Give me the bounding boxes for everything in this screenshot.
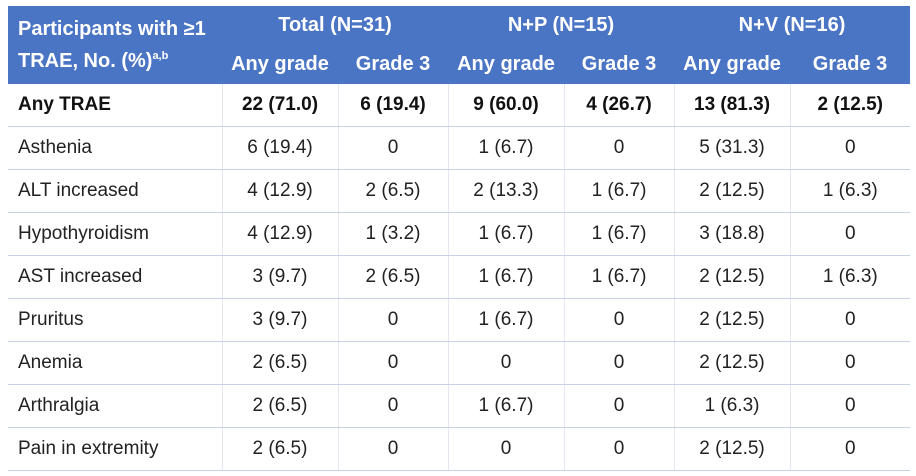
- table-cell: 5 (31.3): [673, 126, 791, 170]
- table-cell: 1 (3.2): [337, 212, 449, 256]
- table-cell: 0: [563, 384, 675, 428]
- corner-header: Participants with ≥1 TRAE, No. (%)a,b: [8, 6, 222, 84]
- table-cell: 6 (19.4): [221, 126, 338, 170]
- row-label: ALT increased: [8, 169, 222, 213]
- group-header-np: N+P (N=15): [448, 6, 675, 44]
- group-header-total: Total (N=31): [222, 6, 449, 44]
- table-cell: 1 (6.7): [563, 255, 675, 299]
- table-cell: 0: [789, 212, 911, 256]
- table-cell: 9 (60.0): [447, 84, 565, 127]
- table-row: ALT increased 4 (12.9) 2 (6.5) 2 (13.3) 1 (6…: [8, 169, 911, 213]
- table-cell: 0: [337, 341, 449, 385]
- row-label: Hypothyroidism: [8, 212, 222, 256]
- table-cell: 4 (26.7): [563, 84, 675, 127]
- subheader-np-g3: Grade 3: [564, 44, 675, 84]
- subheader-nv-any: Any grade: [674, 44, 791, 84]
- table-cell: 1 (6.7): [447, 384, 565, 428]
- table-cell: 3 (9.7): [221, 255, 338, 299]
- table-cell: 2 (12.5): [673, 298, 791, 342]
- table-cell: 1 (6.7): [447, 298, 565, 342]
- table-row: Pain in extremity 2 (6.5) 0 0 0 2 (12.5) 0: [8, 427, 911, 471]
- table-cell: 0: [789, 384, 911, 428]
- table-row: Arthralgia 2 (6.5) 0 1 (6.7) 0 1 (6.3) 0: [8, 384, 911, 428]
- table-cell: 0: [789, 126, 911, 170]
- table-cell: 2 (12.5): [673, 169, 791, 213]
- trae-table: Participants with ≥1 TRAE, No. (%)a,b To…: [8, 6, 911, 471]
- table-cell: 1 (6.3): [789, 255, 911, 299]
- table-row: Anemia 2 (6.5) 0 0 0 2 (12.5) 0: [8, 341, 911, 385]
- table-cell: 1 (6.7): [447, 212, 565, 256]
- row-label: Anemia: [8, 341, 222, 385]
- table-cell: 0: [337, 126, 449, 170]
- row-label: AST increased: [8, 255, 222, 299]
- table-cell: 3 (9.7): [221, 298, 338, 342]
- table-cell: 2 (12.5): [789, 84, 911, 127]
- table-cell: 0: [789, 298, 911, 342]
- table-cell: 2 (12.5): [673, 255, 791, 299]
- table-cell: 22 (71.0): [221, 84, 338, 127]
- table-cell: 0: [789, 427, 911, 471]
- table-cell: 2 (12.5): [673, 341, 791, 385]
- table-row: Pruritus 3 (9.7) 0 1 (6.7) 0 2 (12.5) 0: [8, 298, 911, 342]
- table-cell: 0: [563, 298, 675, 342]
- table-cell: 2 (6.5): [221, 384, 338, 428]
- row-label: Asthenia: [8, 126, 222, 170]
- table-cell: 13 (81.3): [673, 84, 791, 127]
- table-cell: 2 (6.5): [337, 255, 449, 299]
- table-cell: 0: [337, 298, 449, 342]
- table-row: Any TRAE 22 (71.0) 6 (19.4) 9 (60.0) 4 (26.7…: [8, 84, 911, 127]
- row-label: Pain in extremity: [8, 427, 222, 471]
- corner-line2: TRAE, No. (%): [18, 49, 153, 72]
- table-cell: 1 (6.3): [673, 384, 791, 428]
- table-cell: 2 (12.5): [673, 427, 791, 471]
- subheader-total-any: Any grade: [222, 44, 338, 84]
- table-cell: 2 (6.5): [221, 341, 338, 385]
- table-cell: 2 (6.5): [337, 169, 449, 213]
- table-cell: 0: [447, 341, 565, 385]
- row-label: Pruritus: [8, 298, 222, 342]
- table-cell: 2 (6.5): [221, 427, 338, 471]
- table-row: AST increased 3 (9.7) 2 (6.5) 1 (6.7) 1 (6.7…: [8, 255, 911, 299]
- table-cell: 3 (18.8): [673, 212, 791, 256]
- table-cell: 4 (12.9): [221, 212, 338, 256]
- table-cell: 0: [337, 427, 449, 471]
- table-body: Any TRAE 22 (71.0) 6 (19.4) 9 (60.0) 4 (26.7…: [8, 84, 911, 471]
- row-label: Any TRAE: [8, 84, 222, 127]
- table-cell: 0: [337, 384, 449, 428]
- table-cell: 6 (19.4): [337, 84, 449, 127]
- table-cell: 0: [563, 126, 675, 170]
- row-label: Arthralgia: [8, 384, 222, 428]
- table-header: Participants with ≥1 TRAE, No. (%)a,b To…: [8, 6, 911, 84]
- table-cell: 4 (12.9): [221, 169, 338, 213]
- subheader-nv-g3: Grade 3: [790, 44, 911, 84]
- table-cell: 0: [563, 427, 675, 471]
- table-cell: 0: [789, 341, 911, 385]
- table-row: Asthenia 6 (19.4) 0 1 (6.7) 0 5 (31.3) 0: [8, 126, 911, 170]
- table-cell: 1 (6.7): [447, 126, 565, 170]
- table-row: Hypothyroidism 4 (12.9) 1 (3.2) 1 (6.7) 1 (6…: [8, 212, 911, 256]
- table-cell: 1 (6.3): [789, 169, 911, 213]
- table-cell: 0: [447, 427, 565, 471]
- corner-line1: Participants with ≥1: [18, 17, 206, 40]
- subheader-np-any: Any grade: [448, 44, 565, 84]
- subheader-total-g3: Grade 3: [338, 44, 449, 84]
- group-header-nv: N+V (N=16): [674, 6, 911, 44]
- table-cell: 1 (6.7): [563, 212, 675, 256]
- corner-superscript: a,b: [152, 49, 169, 62]
- table-cell: 0: [563, 341, 675, 385]
- table-cell: 2 (13.3): [447, 169, 565, 213]
- table-cell: 1 (6.7): [447, 255, 565, 299]
- table-cell: 1 (6.7): [563, 169, 675, 213]
